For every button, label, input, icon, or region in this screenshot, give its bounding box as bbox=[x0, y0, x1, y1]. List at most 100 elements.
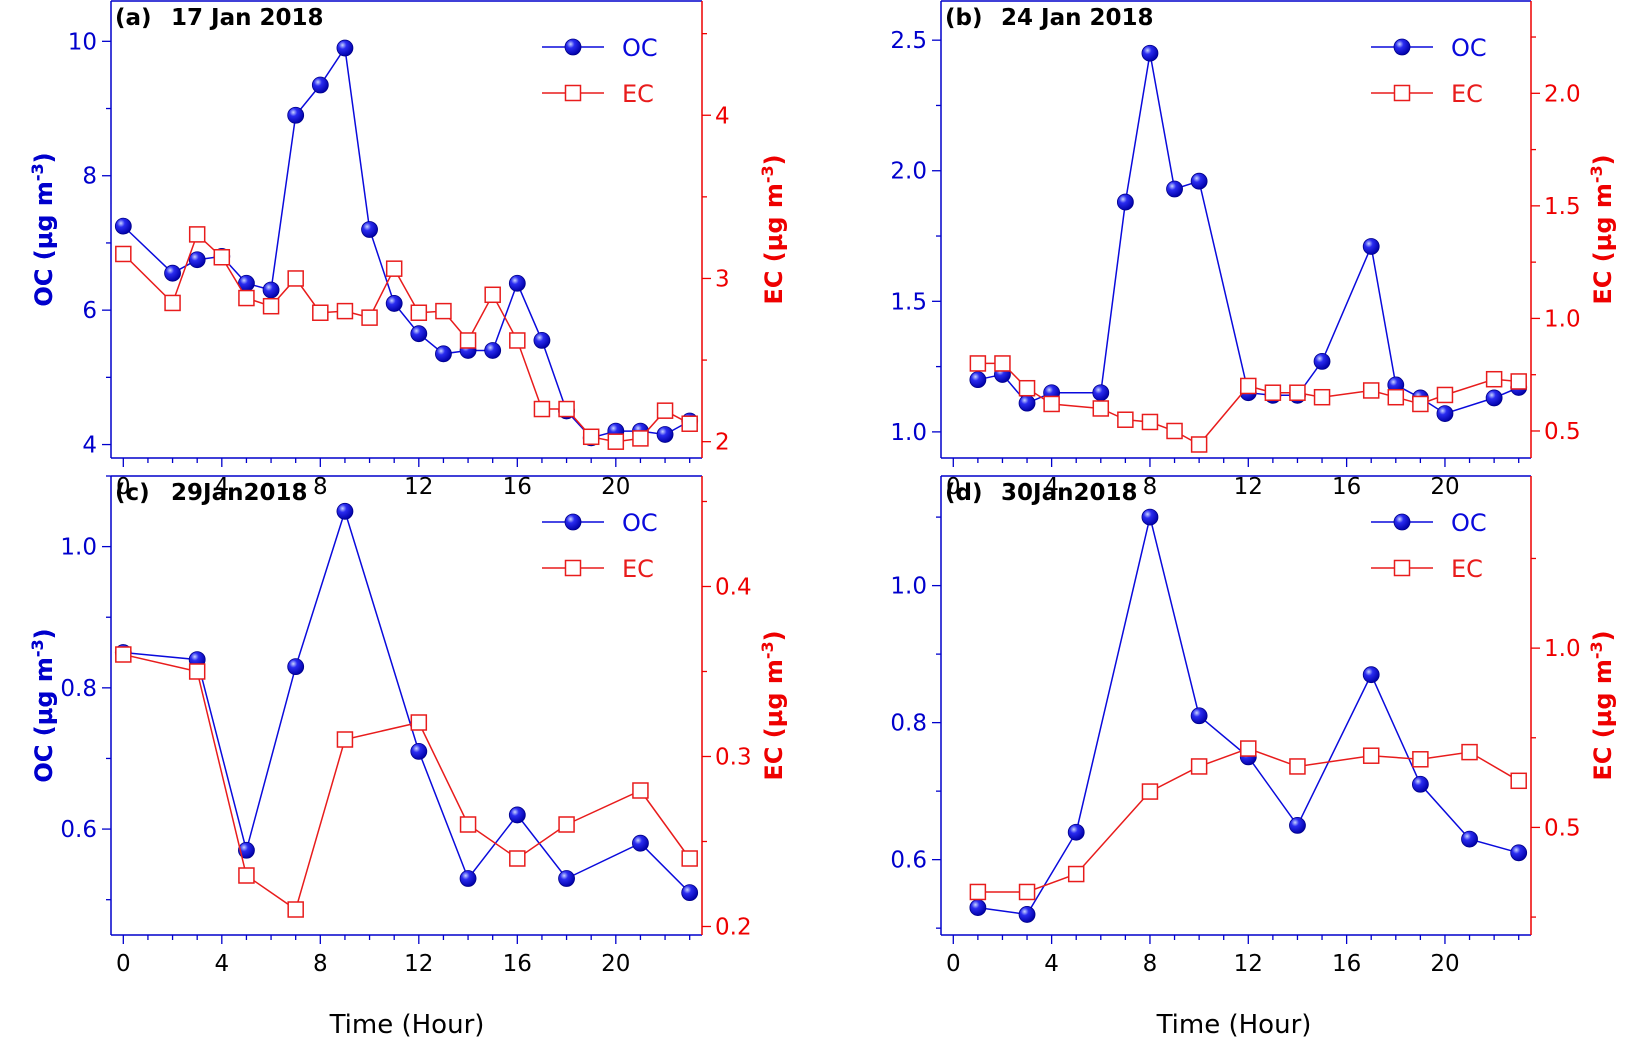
left-tick-label: 1.5 bbox=[890, 289, 927, 315]
oc-point bbox=[410, 743, 428, 760]
ec-point bbox=[262, 297, 280, 315]
legend-ec-marker bbox=[1393, 559, 1411, 577]
right-axis-title: EC (µg m-3) bbox=[1587, 630, 1617, 780]
right-tick-label: 0.2 bbox=[715, 915, 752, 941]
ec-point bbox=[1141, 413, 1159, 431]
x-tick-label: 4 bbox=[214, 474, 229, 500]
x-tick-label: 4 bbox=[214, 951, 229, 977]
left-axis-title: OC (µg m-3) bbox=[28, 152, 58, 306]
ec-point bbox=[410, 304, 428, 321]
oc-point bbox=[1313, 352, 1331, 370]
ec-point bbox=[410, 714, 428, 731]
ec-point bbox=[1289, 758, 1306, 775]
left-axis-title: OC (µg m-3) bbox=[28, 628, 58, 782]
x-tick-label: 12 bbox=[1234, 474, 1263, 500]
oc-point bbox=[656, 426, 674, 443]
x-tick-label: 16 bbox=[1332, 474, 1361, 500]
left-tick-label: 2.5 bbox=[890, 28, 927, 54]
x-tick-label: 0 bbox=[116, 474, 131, 500]
series-line-oc bbox=[977, 53, 1519, 415]
series-line-ec bbox=[977, 747, 1520, 893]
oc-point bbox=[311, 76, 329, 94]
ec-point bbox=[188, 663, 206, 680]
oc-point bbox=[1018, 394, 1036, 412]
left-tick-label: 2.0 bbox=[890, 159, 927, 185]
oc-point bbox=[164, 264, 181, 282]
ec-point bbox=[607, 433, 625, 450]
ec-point bbox=[1018, 379, 1036, 397]
oc-point bbox=[1461, 830, 1478, 848]
oc-point bbox=[435, 345, 452, 363]
oc-point bbox=[385, 295, 403, 312]
ec-point bbox=[459, 816, 477, 833]
ec-point bbox=[969, 883, 987, 901]
ec-point bbox=[558, 400, 575, 418]
oc-point bbox=[1411, 775, 1429, 793]
ec-point bbox=[656, 402, 674, 419]
panel-c: 0 4 8 12 16 20 0.6 0.8 1.0 0.2 0.3 0.4 OC (µg m-3) EC… bbox=[28, 475, 788, 977]
x-tick-label: 4 bbox=[1044, 951, 1059, 977]
ec-point bbox=[1264, 384, 1282, 401]
panel-title: 30Jan2018 bbox=[1001, 480, 1137, 506]
x-tick-label: 12 bbox=[404, 474, 433, 500]
ec-point bbox=[1362, 382, 1380, 399]
oc-point bbox=[114, 217, 132, 235]
oc-point bbox=[1018, 906, 1036, 923]
right-tick-label: 1.0 bbox=[1544, 306, 1581, 332]
ec-point bbox=[164, 294, 181, 312]
oc-point bbox=[632, 834, 649, 852]
ec-point bbox=[509, 332, 526, 349]
oc-point bbox=[287, 658, 305, 676]
x-tick-label: 8 bbox=[313, 951, 328, 977]
ec-point bbox=[1043, 395, 1060, 413]
ec-point bbox=[238, 289, 255, 307]
ec-point bbox=[994, 355, 1011, 372]
right-tick-label: 1.5 bbox=[1544, 194, 1581, 220]
oc-point bbox=[1510, 844, 1528, 862]
ec-point bbox=[1067, 865, 1085, 883]
ec-point bbox=[558, 816, 575, 833]
left-tick-label: 10 bbox=[68, 29, 97, 55]
ec-point bbox=[509, 850, 526, 867]
ec-point bbox=[188, 226, 206, 243]
oc-point bbox=[1436, 405, 1454, 423]
oc-point bbox=[1141, 44, 1159, 62]
x-tick-label: 12 bbox=[404, 951, 433, 977]
ec-point bbox=[681, 415, 698, 432]
left-tick-label: 6 bbox=[82, 298, 97, 324]
series-line-oc bbox=[123, 508, 691, 894]
oc-point bbox=[1362, 238, 1380, 255]
ec-point bbox=[1313, 388, 1331, 406]
panel-b: 0 4 8 12 16 201.01.52.02.50.51.01.52.0OC (µg … bbox=[28, 0, 1617, 500]
oc-point bbox=[188, 251, 206, 269]
ec-point bbox=[969, 355, 987, 372]
right-tick-label: 0.3 bbox=[715, 745, 752, 771]
oc-point bbox=[1116, 193, 1134, 211]
legend-ec-label: EC bbox=[1451, 80, 1483, 108]
right-tick-label: 1.0 bbox=[1544, 636, 1581, 662]
x-tick-label: 16 bbox=[503, 474, 532, 500]
x-axis-title-left: Time (Hour) bbox=[329, 1010, 485, 1040]
ec-point bbox=[1190, 758, 1208, 775]
ec-point bbox=[213, 248, 231, 266]
x-tick-label: 20 bbox=[1430, 474, 1459, 500]
ec-point bbox=[1510, 772, 1527, 790]
right-axis-title: EC (µg m-3) bbox=[1587, 154, 1617, 304]
right-tick-label: 0.4 bbox=[715, 575, 752, 601]
ec-point bbox=[1092, 400, 1110, 417]
legend-ec-label: EC bbox=[622, 80, 654, 108]
ec-point bbox=[1485, 370, 1503, 388]
ec-point bbox=[1166, 422, 1183, 440]
oc-point bbox=[1362, 666, 1380, 684]
ec-point bbox=[1240, 377, 1257, 395]
oc-point bbox=[558, 870, 575, 887]
left-tick-label: 8 bbox=[82, 164, 97, 190]
left-tick-label: 1.0 bbox=[60, 535, 97, 561]
x-tick-label: 8 bbox=[1143, 474, 1158, 500]
panel-label: (d) bbox=[945, 480, 983, 506]
x-tick-label: 0 bbox=[946, 474, 961, 500]
ec-point bbox=[459, 332, 477, 349]
ec-point bbox=[632, 782, 649, 799]
left-tick-label: 1.0 bbox=[890, 420, 927, 446]
